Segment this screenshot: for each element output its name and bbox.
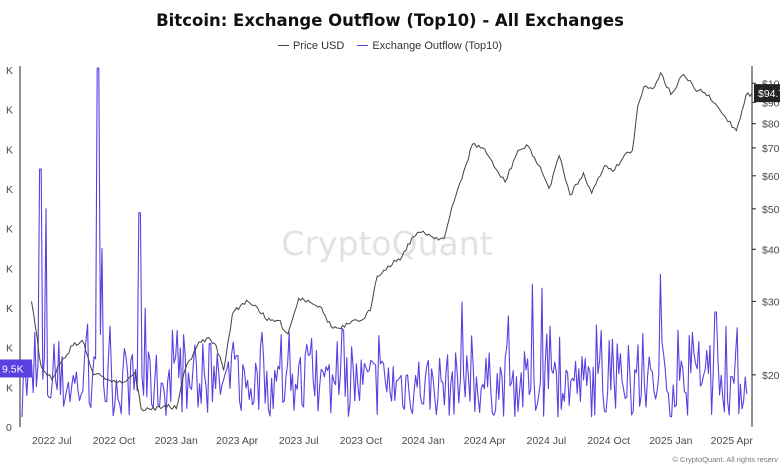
left-last-value-flag <box>0 359 32 378</box>
right-tick-label: $50 <box>762 204 780 216</box>
x-tick-label: 2025 Jan <box>649 435 692 447</box>
legend-outflow-label: Exchange Outflow (Top10) <box>372 40 503 52</box>
legend-item-price[interactable]: Price USD <box>277 40 345 52</box>
outflow-series <box>21 67 748 418</box>
chart-title: Bitcoin: Exchange Outflow (Top10) - All … <box>156 11 624 30</box>
x-axis-ticks: 2022 Jul 2022 Oct 2023 Jan 2023 Apr 2023 Jul… <box>32 435 753 447</box>
legend-outflow-swatch <box>357 44 369 46</box>
legend-price-label: Price USD <box>292 40 345 52</box>
left-tick-label: K <box>6 303 13 315</box>
left-tick-label: K <box>6 343 13 355</box>
x-tick-label: 2025 Apr <box>711 435 754 447</box>
x-tick-label: 2023 Apr <box>216 435 259 447</box>
right-tick-label: $80 <box>762 119 780 131</box>
right-last-value-label: $94.7 <box>758 88 780 100</box>
left-axis-ticks: 0 K K K K K K K K K <box>6 65 13 434</box>
price-series <box>31 71 753 412</box>
left-tick-label: K <box>6 105 13 117</box>
left-tick-label: K <box>6 224 13 236</box>
right-tick-label: $20 <box>762 370 780 382</box>
x-tick-label: 2022 Oct <box>93 435 136 447</box>
left-tick-label: K <box>6 65 13 77</box>
left-tick-label: K <box>6 184 13 196</box>
x-tick-label: 2023 Jul <box>279 435 319 447</box>
left-tick-label: K <box>6 144 13 156</box>
left-last-value-label: 9.5K <box>2 363 24 375</box>
x-tick-label: 2024 Jul <box>526 435 566 447</box>
legend-item-outflow[interactable]: Exchange Outflow (Top10) <box>357 40 502 52</box>
left-tick-label: K <box>6 263 13 275</box>
last-value-flags: 9.5K $94.7 <box>0 84 780 378</box>
x-tick-label: 2024 Jan <box>402 435 445 447</box>
right-tick-label: $60 <box>762 171 780 183</box>
copyright-text: © CryptoQuant. All rights reserv <box>672 455 778 464</box>
watermark: CryptoQuant <box>281 224 492 263</box>
x-tick-label: 2022 Jul <box>32 435 72 447</box>
right-tick-label: $40 <box>762 244 780 256</box>
left-tick-label: K <box>6 382 13 394</box>
chart-legend: Price USD Exchange Outflow (Top10) <box>0 40 780 52</box>
right-tick-label: $30 <box>762 296 780 308</box>
x-tick-label: 2024 Apr <box>464 435 507 447</box>
right-last-value-flag <box>754 84 780 103</box>
legend-price-swatch <box>277 44 289 46</box>
x-tick-label: 2023 Jan <box>155 435 198 447</box>
x-tick-label: 2024 Oct <box>587 435 630 447</box>
price-line <box>31 71 753 412</box>
x-tick-label: 2023 Oct <box>340 435 383 447</box>
outflow-line <box>21 67 748 418</box>
right-tick-label: $70 <box>762 143 780 155</box>
left-tick-label: 0 <box>6 422 12 434</box>
right-axis-ticks: $20$30$40$50$60$70$80$90$10 <box>752 78 780 382</box>
